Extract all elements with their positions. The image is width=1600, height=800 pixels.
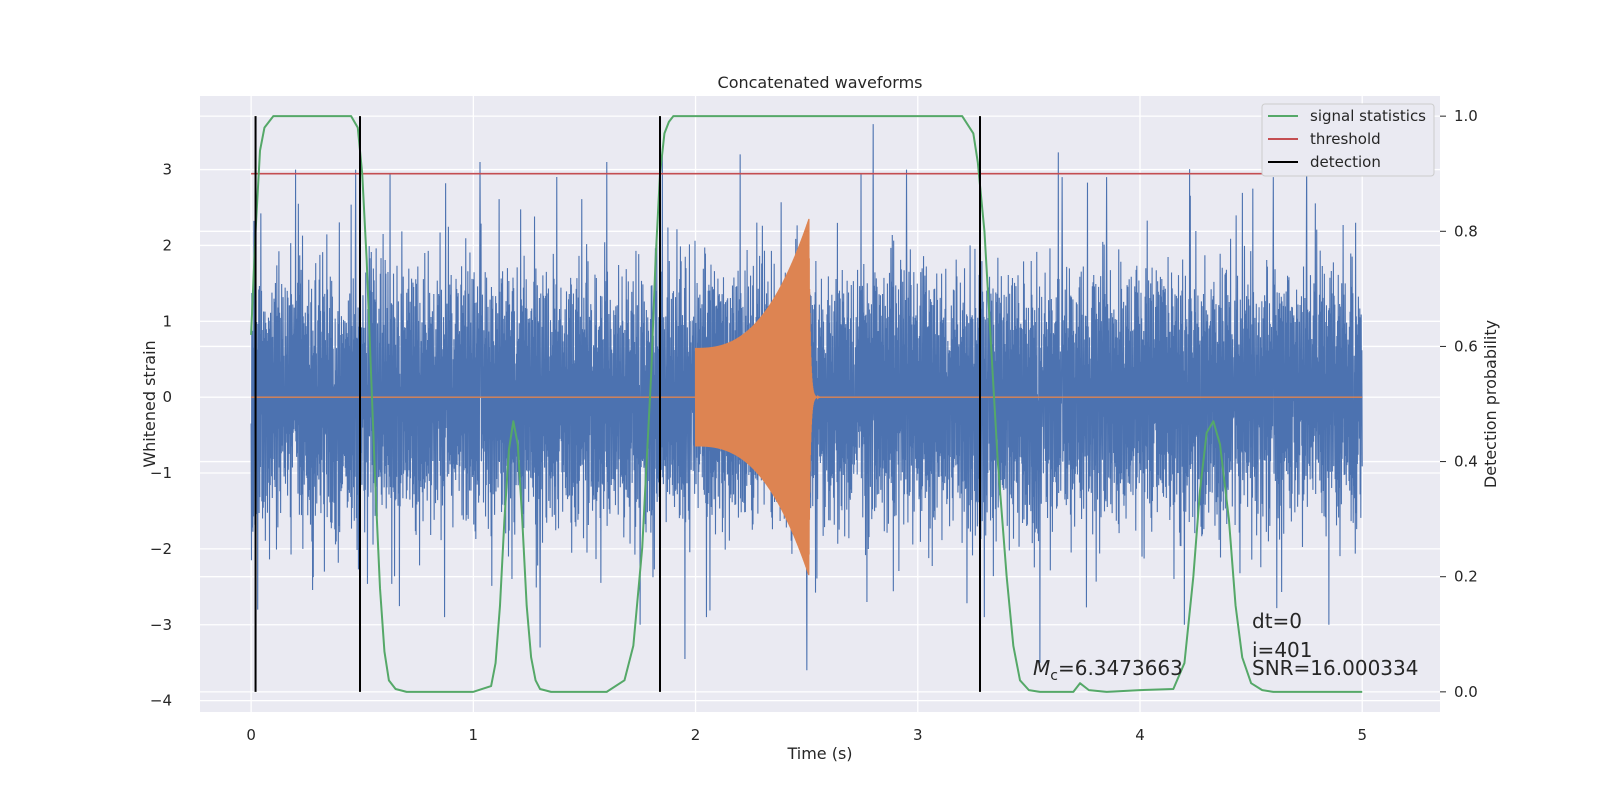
x-axis-label: Time (s) (786, 744, 852, 763)
y-tick-label-2: −2 (150, 540, 172, 558)
legend-label-signal-statistics: signal statistics (1310, 107, 1426, 125)
chirp-mass-subscript: c (1050, 668, 1058, 684)
y2-tick-label-2: 0.4 (1454, 453, 1478, 471)
legend-label-detection: detection (1310, 153, 1381, 171)
ticks: 0 1 2 3 4 5 −4 −3 −2 −1 0 1 2 3 0.0 0.2 0.4 0.6 0.8 1.0 (150, 107, 1478, 744)
legend-box (1261, 103, 1435, 177)
series-chirp-line (251, 218, 1363, 576)
annotation-chirp-mass: Mc=6.3473663 (1033, 656, 1183, 684)
annotation-snr: SNR=16.000334 (1252, 656, 1418, 680)
x-tick-label-1: 1 (469, 726, 479, 744)
legend: signal statistics threshold detection (1261, 103, 1435, 177)
y-tick-label-0: −4 (150, 692, 172, 710)
chart-title: Concatenated waveforms (718, 73, 923, 92)
x-tick-label-5: 5 (1357, 726, 1367, 744)
y-tick-label-4: 0 (162, 388, 172, 406)
legend-label-threshold: threshold (1310, 130, 1381, 148)
x-tick-label-0: 0 (246, 726, 256, 744)
x-tick-label-4: 4 (1135, 726, 1145, 744)
series-noise-line (250, 124, 1363, 671)
chirp-mass-symbol: M (1033, 656, 1050, 680)
y2-tick-label-5: 1.0 (1454, 107, 1478, 125)
y-tick-label-3: −1 (150, 464, 172, 482)
x-tick-label-3: 3 (913, 726, 923, 744)
y-tick-label-7: 3 (162, 161, 172, 179)
signal-statistics-line (250, 115, 1363, 693)
annotations: dt=0 i=401 SNR=16.000334 Mc=6.3473663 (1033, 609, 1418, 684)
x-tick-label-2: 2 (691, 726, 701, 744)
y-axis-label: Whitened strain (140, 340, 159, 467)
y2-tick-label-3: 0.6 (1454, 337, 1478, 355)
y2-axis-label: Detection probability (1481, 320, 1500, 488)
y2-tick-label-0: 0.0 (1454, 683, 1478, 701)
annotation-index: i=401 (1252, 638, 1313, 662)
y-tick-label-6: 2 (162, 236, 172, 254)
chirp-mass-value: =6.3473663 (1058, 656, 1183, 680)
y2-tick-label-4: 0.8 (1454, 222, 1478, 240)
y2-tick-label-1: 0.2 (1454, 568, 1478, 586)
y-tick-label-1: −3 (150, 616, 172, 634)
data-layer (250, 115, 1385, 693)
annotation-dt: dt=0 (1252, 609, 1302, 633)
y-tick-label-5: 1 (162, 312, 172, 330)
